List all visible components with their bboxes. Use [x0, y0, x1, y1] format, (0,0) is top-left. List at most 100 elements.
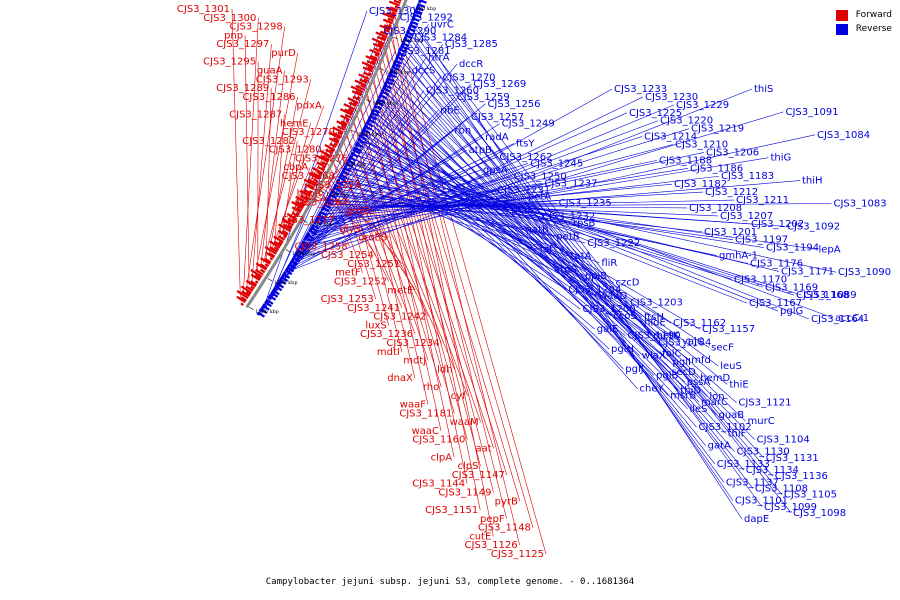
forward-gene-label: CJS3_1149	[438, 487, 491, 498]
reverse-feature	[365, 125, 368, 126]
reverse-gene-label: CJS3_1269	[473, 79, 526, 90]
reverse-gene-label: CJS3_1203	[630, 298, 683, 309]
forward-gene-label: CJS3_1181	[399, 408, 452, 419]
tick-label: 1060 kbp	[372, 100, 396, 106]
reverse-feature	[304, 239, 307, 241]
reverse-gene-label: thiE	[729, 379, 748, 390]
forward-feature	[388, 19, 394, 21]
legend-forward: Forward	[836, 8, 892, 22]
reverse-gene-label: cheY	[640, 384, 665, 395]
reverse-feature	[381, 90, 384, 91]
reverse-feature	[351, 152, 354, 153]
reverse-gene-label: pglG	[780, 306, 803, 317]
forward-gene-label: groES	[358, 233, 387, 244]
reverse-feature	[292, 259, 295, 261]
reverse-gene-label: fliR	[601, 258, 617, 269]
reverse-gene-label: CJS3_1131	[766, 453, 819, 464]
forward-gene-label: dnaX	[387, 373, 413, 384]
reverse-gene-label: ppiB	[585, 271, 607, 282]
reverse-gene-label: htrA	[428, 52, 449, 63]
reverse-gene-label: pglJ	[625, 364, 643, 375]
reverse-gene-label: gatB	[526, 225, 549, 236]
reverse-feature	[263, 304, 266, 306]
reverse-gene-label: accC-1	[835, 313, 869, 324]
reverse-feature	[394, 62, 397, 63]
forward-gene-label: CJS3_1295	[203, 57, 256, 68]
reverse-gene-label: CJS3_1237	[544, 178, 597, 189]
forward-gene-label: CJS3_1267	[295, 197, 348, 208]
forward-gene-label: rho	[423, 382, 439, 393]
tick-label: 1180 kbp	[274, 280, 298, 286]
reverse-gene-label: CJS3_1245	[530, 158, 583, 169]
genome-map: 1200 kbp1180 kbp1160 kbp1140 kbp1120 kbp…	[0, 0, 900, 600]
reverse-gene-label: thiF	[728, 428, 747, 439]
forward-gene-label: purD	[271, 48, 296, 59]
reverse-gene-label: petA	[528, 192, 551, 203]
reverse-gene-label: thiH	[802, 176, 823, 187]
forward-feature	[375, 54, 379, 56]
forward-gene-label: CJS3_1252	[334, 277, 387, 288]
reverse-feature	[363, 128, 366, 129]
reverse-gene-label: thiD	[680, 385, 701, 396]
reverse-gene-label: galE	[597, 324, 619, 335]
reverse-gene-label: folC	[662, 349, 681, 360]
reverse-feature	[392, 65, 395, 66]
forward-feature	[346, 121, 349, 122]
reverse-gene-label: argS	[554, 264, 577, 275]
reverse-gene-label: ccoS	[613, 311, 636, 322]
forward-gene-label: groEL	[346, 206, 375, 217]
forward-gene-label: mdtI	[377, 347, 400, 358]
reverse-feature	[350, 155, 353, 156]
reverse-gene-label: waaD	[599, 291, 627, 302]
forward-gene-label: cyf	[451, 391, 466, 402]
reverse-gene-label: CJS3_1104	[757, 434, 810, 445]
forward-gene-label: CJS3_1151	[425, 505, 478, 516]
tick-mark	[351, 130, 355, 132]
reverse-gene-label: CJS3_1222	[587, 238, 640, 249]
tick-mark	[249, 307, 253, 310]
reverse-feature	[307, 233, 310, 235]
forward-gene-label: aat	[476, 444, 492, 455]
forward-gene-label: waaM	[450, 417, 479, 428]
reverse-feature	[380, 93, 383, 94]
reverse-label: Reverse	[856, 24, 892, 34]
reverse-gene-label: thiG	[771, 153, 792, 164]
reverse-gene-label: CJS3_1219	[691, 124, 744, 135]
reverse-gene-label: CJS3_1105	[784, 490, 837, 501]
reverse-swatch	[836, 24, 848, 35]
reverse-feature	[368, 118, 371, 119]
reverse-gene-label: rbn	[454, 125, 471, 136]
reverse-gene-label: CJS3_1136	[775, 471, 828, 482]
reverse-gene-label: CJS3_1089	[804, 290, 857, 301]
figure-caption: Campylobacter jejuni subsp. jejuni S3, c…	[0, 577, 900, 587]
reverse-gene-label: rpsB	[573, 218, 596, 229]
forward-gene-label: mdtJ	[403, 356, 426, 367]
forward-feature	[334, 144, 337, 145]
reverse-feature	[388, 76, 391, 77]
tick-label: 1080 kbp	[358, 131, 382, 137]
forward-feature	[399, 0, 402, 1]
reverse-feature	[378, 97, 381, 98]
reverse-gene-label: CJS3_1229	[676, 100, 729, 111]
reverse-gene-label: hemD	[700, 373, 730, 384]
reverse-gene-label: CJS3_1256	[487, 99, 540, 110]
reverse-gene-label: petC	[511, 205, 534, 216]
reverse-gene-label: dccR	[459, 59, 483, 70]
reverse-gene-label: pglH	[611, 344, 634, 355]
reverse-connector	[315, 168, 688, 227]
reverse-gene-label: CJS3_1121	[738, 398, 791, 409]
reverse-gene-label: CJS3_1194	[766, 243, 819, 254]
reverse-gene-label: CJS3_1183	[721, 171, 774, 182]
legend: Forward Reverse	[836, 8, 892, 36]
forward-gene-label: pdxA	[296, 101, 322, 112]
reverse-feature	[284, 272, 287, 274]
reverse-gene-label: ribE	[440, 105, 460, 116]
reverse-gene-label: CJS3_1157	[702, 324, 755, 335]
reverse-gene-label: petB	[556, 231, 579, 242]
reverse-gene-label: CJS3_1091	[786, 107, 839, 118]
reverse-gene-label: metK	[653, 330, 680, 341]
tick-label: 1200 kbp	[255, 309, 279, 315]
reverse-gene-label: dapE	[744, 514, 769, 525]
forward-feature	[364, 79, 368, 81]
tick-label: 1040 kbp	[386, 69, 410, 75]
